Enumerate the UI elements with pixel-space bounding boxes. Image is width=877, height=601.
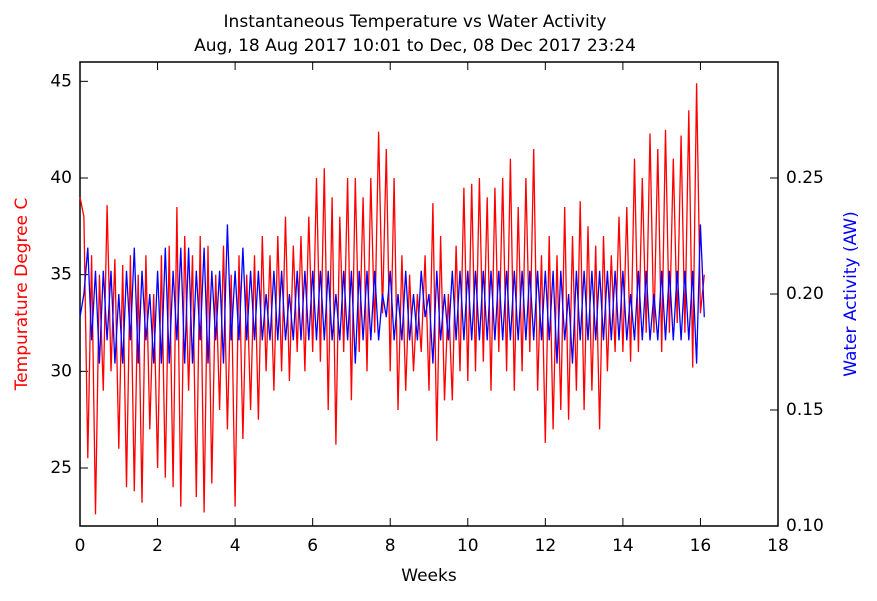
x-tick-label: 4 — [230, 536, 241, 556]
chart-subtitle: Aug, 18 Aug 2017 10:01 to Dec, 08 Dec 20… — [194, 36, 636, 56]
chart-title: Instantaneous Temperature vs Water Activ… — [224, 12, 607, 32]
x-tick-label: 8 — [385, 536, 396, 556]
y-tick-label: 30 — [50, 361, 72, 381]
y2-tick-label: 0.20 — [786, 284, 824, 304]
x-tick-label: 0 — [75, 536, 86, 556]
x-tick-label: 12 — [535, 536, 557, 556]
x-tick-label: 6 — [307, 536, 318, 556]
y2-tick-label: 0.10 — [786, 516, 824, 536]
x-tick-label: 10 — [457, 536, 479, 556]
x-tick-label: 2 — [152, 536, 163, 556]
y-tick-label: 25 — [50, 458, 72, 478]
y2-tick-label: 0.25 — [786, 168, 824, 188]
y-tick-label: 35 — [50, 265, 72, 285]
x-tick-label: 18 — [767, 536, 789, 556]
y2-tick-label: 0.15 — [786, 400, 824, 420]
x-tick-label: 14 — [612, 536, 634, 556]
x-axis-label: Weeks — [401, 566, 457, 586]
y-tick-label: 45 — [50, 71, 72, 91]
y2-axis-label: Water Activity (AW) — [841, 211, 861, 376]
y-tick-label: 40 — [50, 168, 72, 188]
data-line — [79, 83, 705, 515]
data-line — [79, 224, 705, 364]
x-tick-label: 16 — [690, 536, 712, 556]
y-axis-label: Tempurature Degree C — [12, 198, 32, 392]
